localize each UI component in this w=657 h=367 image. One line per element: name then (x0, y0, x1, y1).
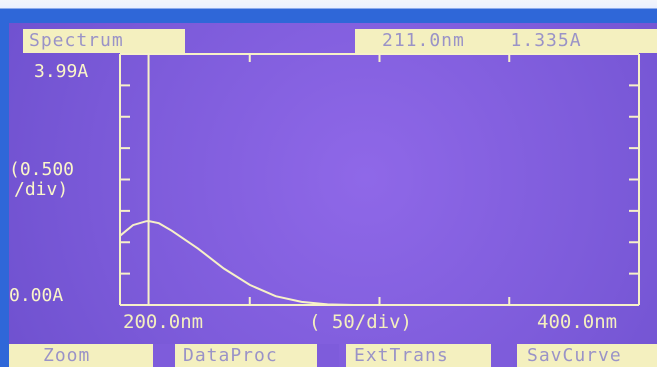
y-axis-max-label: 3.99A (34, 61, 89, 82)
spectrometer-screen: Spectrum 211.0nm 1.335A 3.99A (0.500 /di… (9, 23, 657, 367)
x-axis-labels: 200.0nm ( 50/div) 400.0nm (9, 311, 657, 335)
y-axis-scale-label-1: (0.500 (9, 159, 75, 180)
spectrum-trace (119, 219, 354, 306)
zoom-button[interactable]: Zoom (9, 344, 153, 367)
x-axis-end-label: 400.0nm (537, 311, 618, 333)
x-axis-start-label: 200.0nm (123, 311, 204, 333)
button-divider (153, 344, 175, 367)
savcurve-button[interactable]: SavCurve (517, 344, 657, 367)
mode-label: Spectrum (23, 29, 185, 53)
y-axis-min-label: 0.00A (9, 285, 64, 306)
cursor-absorbance: 1.335A (510, 30, 582, 51)
exttrans-button[interactable]: ExtTrans (346, 344, 491, 367)
y-axis-scale-label-2: /div) (14, 179, 69, 200)
button-divider (491, 344, 513, 367)
dataproc-button[interactable]: DataProc (175, 344, 317, 367)
function-button-bar: Zoom DataProc ExtTrans SavCurve (9, 344, 657, 367)
spectrum-plot (119, 53, 640, 306)
cursor-readout: 211.0nm 1.335A (355, 29, 657, 53)
x-axis-scale-label: ( 50/div) (309, 311, 412, 333)
cursor-wavelength: 211.0nm (382, 30, 465, 51)
button-divider (317, 344, 339, 367)
